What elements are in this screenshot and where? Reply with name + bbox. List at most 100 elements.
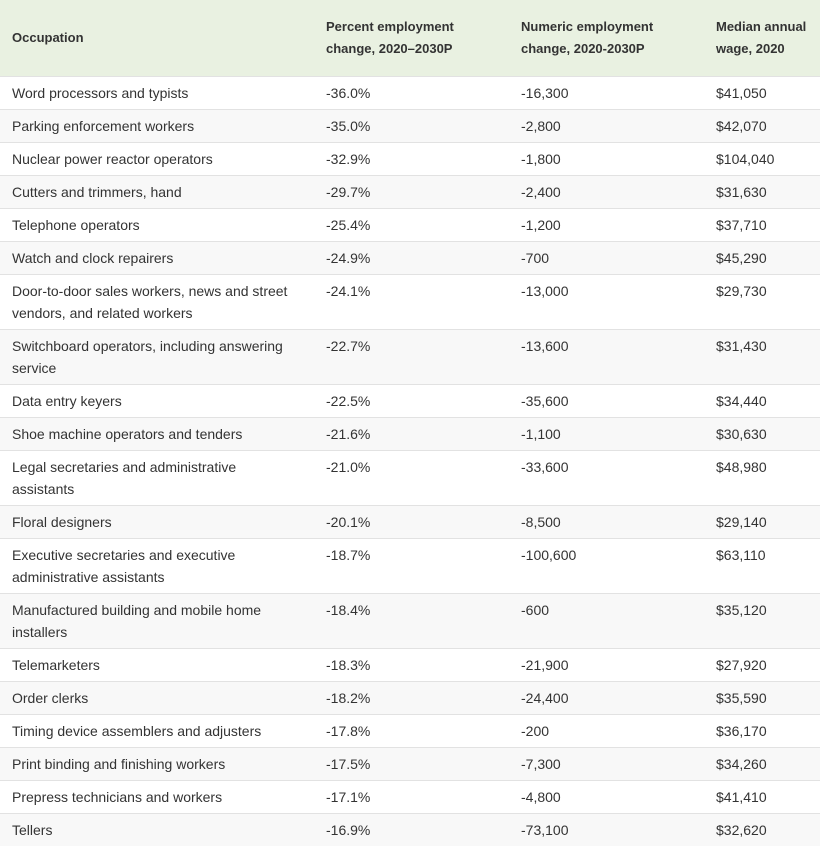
table-cell: -21.6%: [314, 418, 509, 451]
table-cell: -21.0%: [314, 451, 509, 506]
table-cell: $104,040: [704, 143, 820, 176]
table-cell: -600: [509, 594, 704, 649]
table-cell: $37,710: [704, 209, 820, 242]
table-body: Word processors and typists-36.0%-16,300…: [0, 77, 820, 846]
column-header: Occupation: [0, 0, 314, 77]
table-row: Word processors and typists-36.0%-16,300…: [0, 77, 820, 110]
table-cell: -17.1%: [314, 781, 509, 814]
table-row: Order clerks-18.2%-24,400$35,590: [0, 682, 820, 715]
table-cell: Prepress technicians and workers: [0, 781, 314, 814]
table-row: Executive secretaries and executive admi…: [0, 539, 820, 594]
table-cell: -13,600: [509, 330, 704, 385]
table-cell: $41,410: [704, 781, 820, 814]
table-cell: -1,200: [509, 209, 704, 242]
table-cell: Nuclear power reactor operators: [0, 143, 314, 176]
table-cell: -21,900: [509, 649, 704, 682]
table-cell: $32,620: [704, 814, 820, 846]
table-cell: $48,980: [704, 451, 820, 506]
table-cell: Legal secretaries and administrative ass…: [0, 451, 314, 506]
table-cell: -13,000: [509, 275, 704, 330]
table-row: Tellers-16.9%-73,100$32,620: [0, 814, 820, 846]
table-cell: -73,100: [509, 814, 704, 846]
table-cell: -2,400: [509, 176, 704, 209]
table-cell: Switchboard operators, including answeri…: [0, 330, 314, 385]
table-cell: -20.1%: [314, 506, 509, 539]
table-cell: -33,600: [509, 451, 704, 506]
table-cell: Manufactured building and mobile home in…: [0, 594, 314, 649]
table-cell: -25.4%: [314, 209, 509, 242]
table-cell: Order clerks: [0, 682, 314, 715]
table-row: Nuclear power reactor operators-32.9%-1,…: [0, 143, 820, 176]
table-cell: -22.7%: [314, 330, 509, 385]
table-cell: -7,300: [509, 748, 704, 781]
table-cell: Data entry keyers: [0, 385, 314, 418]
table-cell: Watch and clock repairers: [0, 242, 314, 275]
column-header: Median annual wage, 2020: [704, 0, 820, 77]
table-cell: $63,110: [704, 539, 820, 594]
table-cell: -24,400: [509, 682, 704, 715]
table-cell: $35,120: [704, 594, 820, 649]
table-row: Shoe machine operators and tenders-21.6%…: [0, 418, 820, 451]
table-cell: Door-to-door sales workers, news and str…: [0, 275, 314, 330]
table-row: Switchboard operators, including answeri…: [0, 330, 820, 385]
table-cell: -8,500: [509, 506, 704, 539]
table-row: Parking enforcement workers-35.0%-2,800$…: [0, 110, 820, 143]
table-row: Legal secretaries and administrative ass…: [0, 451, 820, 506]
table-cell: $31,430: [704, 330, 820, 385]
table-cell: -1,100: [509, 418, 704, 451]
table-cell: -18.3%: [314, 649, 509, 682]
table-row: Print binding and finishing workers-17.5…: [0, 748, 820, 781]
table-row: Manufactured building and mobile home in…: [0, 594, 820, 649]
table-cell: $29,730: [704, 275, 820, 330]
table-cell: Executive secretaries and executive admi…: [0, 539, 314, 594]
table-cell: -24.1%: [314, 275, 509, 330]
table-cell: Tellers: [0, 814, 314, 846]
table-cell: $27,920: [704, 649, 820, 682]
table-row: Telephone operators-25.4%-1,200$37,710: [0, 209, 820, 242]
table-cell: Word processors and typists: [0, 77, 314, 110]
table-cell: $29,140: [704, 506, 820, 539]
table-cell: -1,800: [509, 143, 704, 176]
table-cell: $41,050: [704, 77, 820, 110]
table-cell: Floral designers: [0, 506, 314, 539]
table-row: Prepress technicians and workers-17.1%-4…: [0, 781, 820, 814]
table-cell: -700: [509, 242, 704, 275]
table-row: Telemarketers-18.3%-21,900$27,920: [0, 649, 820, 682]
table-cell: Cutters and trimmers, hand: [0, 176, 314, 209]
table-row: Watch and clock repairers-24.9%-700$45,2…: [0, 242, 820, 275]
table-cell: -17.8%: [314, 715, 509, 748]
table-cell: -29.7%: [314, 176, 509, 209]
table-cell: -100,600: [509, 539, 704, 594]
table-cell: -32.9%: [314, 143, 509, 176]
table-cell: -18.7%: [314, 539, 509, 594]
table-cell: -22.5%: [314, 385, 509, 418]
table-cell: $36,170: [704, 715, 820, 748]
table-cell: Telephone operators: [0, 209, 314, 242]
table-cell: -24.9%: [314, 242, 509, 275]
table-cell: -35.0%: [314, 110, 509, 143]
table-cell: $30,630: [704, 418, 820, 451]
column-header: Numeric employment change, 2020-2030P: [509, 0, 704, 77]
table-cell: Parking enforcement workers: [0, 110, 314, 143]
table-cell: -17.5%: [314, 748, 509, 781]
table-cell: -36.0%: [314, 77, 509, 110]
table-cell: -35,600: [509, 385, 704, 418]
table-cell: -4,800: [509, 781, 704, 814]
table-cell: -200: [509, 715, 704, 748]
table-cell: Telemarketers: [0, 649, 314, 682]
table-cell: $31,630: [704, 176, 820, 209]
table-cell: -16,300: [509, 77, 704, 110]
table-row: Door-to-door sales workers, news and str…: [0, 275, 820, 330]
table-row: Floral designers-20.1%-8,500$29,140: [0, 506, 820, 539]
table-cell: -16.9%: [314, 814, 509, 846]
table-cell: $34,440: [704, 385, 820, 418]
table-cell: $35,590: [704, 682, 820, 715]
table-cell: $42,070: [704, 110, 820, 143]
table-cell: -2,800: [509, 110, 704, 143]
table-cell: Print binding and finishing workers: [0, 748, 314, 781]
table-cell: Timing device assemblers and adjusters: [0, 715, 314, 748]
table-cell: $34,260: [704, 748, 820, 781]
